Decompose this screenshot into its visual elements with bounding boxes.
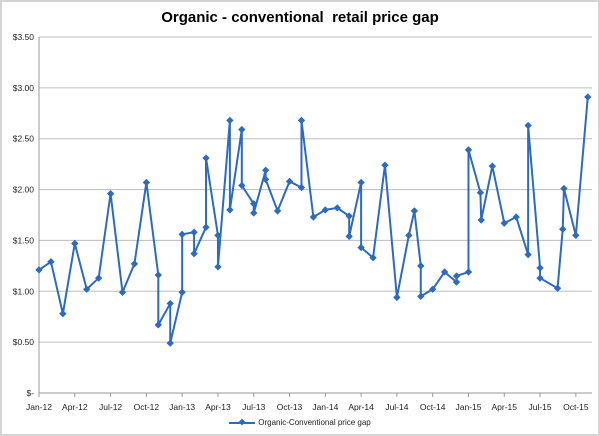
data-point bbox=[452, 272, 461, 280]
data-point bbox=[440, 268, 449, 276]
data-point bbox=[321, 206, 329, 214]
data-point bbox=[464, 268, 473, 276]
data-point bbox=[83, 285, 91, 293]
data-point bbox=[572, 231, 580, 240]
data-point bbox=[381, 161, 389, 169]
y-tick-label: $3.50 bbox=[13, 32, 35, 42]
legend-label: Organic-Conventional price gap bbox=[258, 418, 371, 427]
data-point bbox=[452, 278, 461, 286]
data-point bbox=[553, 284, 562, 292]
data-point bbox=[417, 262, 425, 270]
data-point bbox=[488, 162, 497, 170]
data-point bbox=[524, 121, 532, 130]
x-tick-label: Oct-13 bbox=[277, 402, 303, 412]
data-point bbox=[142, 178, 151, 187]
x-tick-label: Jan-14 bbox=[312, 402, 338, 412]
data-point bbox=[393, 293, 401, 302]
data-point bbox=[226, 206, 234, 214]
y-tick-label: $0.50 bbox=[13, 337, 35, 347]
data-point bbox=[476, 188, 485, 197]
data-point bbox=[477, 216, 485, 224]
data-point bbox=[238, 125, 246, 134]
data-point bbox=[190, 228, 198, 236]
data-point bbox=[297, 183, 306, 192]
x-tick-label: Jan-15 bbox=[455, 402, 481, 412]
x-tick-label: Oct-15 bbox=[563, 402, 589, 412]
series-line bbox=[38, 96, 589, 345]
data-point bbox=[71, 239, 79, 248]
x-tick-label: Apr-15 bbox=[492, 402, 518, 412]
data-point bbox=[166, 299, 174, 308]
data-point bbox=[333, 204, 341, 212]
data-point bbox=[357, 178, 365, 187]
data-point bbox=[214, 231, 222, 240]
data-point bbox=[273, 207, 282, 215]
data-point bbox=[202, 154, 210, 162]
data-point bbox=[154, 271, 162, 279]
data-point bbox=[250, 209, 258, 217]
y-tick-label: $3.00 bbox=[13, 83, 35, 93]
data-point bbox=[417, 292, 425, 301]
y-tick-label: $2.50 bbox=[13, 134, 35, 144]
data-point bbox=[309, 213, 318, 221]
data-point bbox=[166, 339, 174, 347]
data-point bbox=[500, 219, 508, 227]
x-tick-label: Oct-14 bbox=[420, 402, 446, 412]
data-point bbox=[214, 263, 222, 271]
x-tick-label: Oct-12 bbox=[134, 402, 160, 412]
x-tick-label: Jul-14 bbox=[385, 402, 408, 412]
data-point bbox=[226, 116, 234, 125]
data-point bbox=[405, 231, 413, 240]
legend-swatch bbox=[229, 421, 256, 424]
data-point bbox=[118, 288, 127, 296]
data-point bbox=[584, 93, 592, 101]
data-point bbox=[59, 309, 67, 318]
data-point bbox=[345, 232, 353, 241]
data-point bbox=[94, 274, 103, 282]
y-tick-label: $1.50 bbox=[13, 235, 35, 245]
data-point bbox=[369, 254, 377, 262]
data-point bbox=[190, 249, 198, 258]
data-point bbox=[429, 285, 437, 293]
data-point bbox=[559, 225, 567, 233]
x-tick-label: Jan-12 bbox=[26, 402, 52, 412]
data-point bbox=[238, 181, 246, 190]
x-tick-label: Jul-12 bbox=[99, 402, 122, 412]
x-tick-label: Jul-15 bbox=[528, 402, 551, 412]
x-tick-label: Apr-14 bbox=[348, 402, 374, 412]
data-point bbox=[106, 189, 115, 198]
y-tick-label: $1.00 bbox=[13, 286, 35, 296]
y-tick-label: $- bbox=[26, 388, 34, 398]
data-point bbox=[512, 213, 520, 221]
data-point bbox=[536, 274, 544, 282]
data-point bbox=[410, 207, 419, 215]
x-tick-label: Apr-13 bbox=[205, 402, 231, 412]
legend: Organic-Conventional price gap bbox=[0, 418, 600, 427]
data-point bbox=[130, 260, 139, 268]
data-point bbox=[178, 230, 186, 239]
data-point bbox=[285, 177, 294, 186]
x-tick-label: Jul-13 bbox=[242, 402, 265, 412]
data-point bbox=[178, 288, 186, 296]
y-tick-label: $2.00 bbox=[13, 185, 35, 195]
data-point bbox=[536, 264, 544, 272]
data-point bbox=[154, 321, 162, 329]
data-point bbox=[250, 200, 258, 208]
data-point bbox=[47, 258, 55, 266]
data-point bbox=[464, 146, 473, 154]
data-point bbox=[560, 184, 568, 193]
data-point bbox=[202, 223, 210, 231]
x-tick-label: Jan-13 bbox=[169, 402, 195, 412]
chart-title: Organic - conventional retail price gap bbox=[161, 9, 439, 26]
data-point bbox=[524, 250, 532, 259]
data-point bbox=[35, 266, 43, 274]
data-point bbox=[261, 166, 270, 174]
data-point bbox=[297, 116, 306, 125]
x-tick-label: Apr-12 bbox=[62, 402, 88, 412]
